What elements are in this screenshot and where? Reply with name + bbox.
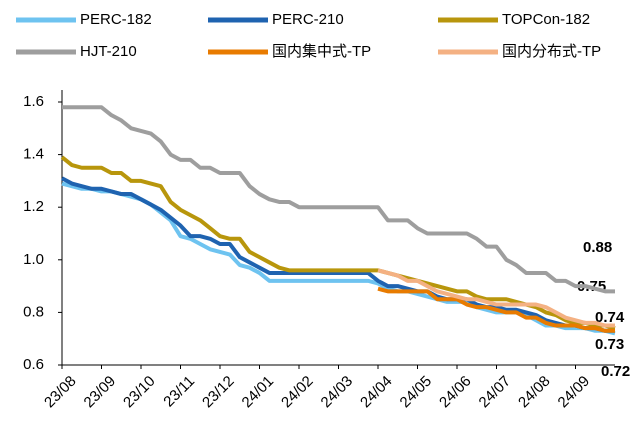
legend-label: 国内集中式-TP <box>272 43 371 60</box>
x-tick-label: 24/07 <box>476 373 515 412</box>
x-tick-label: 23/10 <box>120 373 159 412</box>
y-tick-label: 0.8 <box>23 303 44 320</box>
y-tick-label: 0.6 <box>23 356 44 373</box>
x-tick-label: 24/09 <box>555 373 594 412</box>
x-tick-label: 24/06 <box>436 373 475 412</box>
annotation: 0.88 <box>583 239 612 256</box>
x-tick-label: 24/04 <box>357 373 396 412</box>
x-tick-label: 23/08 <box>41 373 80 412</box>
x-tick-label: 23/12 <box>199 373 238 412</box>
x-tick-label: 23/09 <box>81 373 120 412</box>
y-tick-label: 1.0 <box>23 251 44 268</box>
series-line <box>61 176 615 333</box>
annotation: 0.73 <box>595 336 624 353</box>
series-line <box>377 268 615 328</box>
x-tick-label: 24/01 <box>239 373 278 412</box>
legend-label: PERC-182 <box>80 11 152 28</box>
x-tick-label: 24/03 <box>318 373 357 412</box>
legend-label: 国内分布式-TP <box>502 43 601 60</box>
x-tick-label: 23/11 <box>160 373 198 411</box>
series-line <box>62 105 615 294</box>
x-tick-label: 24/05 <box>397 373 436 412</box>
y-tick-label: 1.4 <box>23 146 44 163</box>
legend-label: HJT-210 <box>80 43 137 60</box>
x-tick-label: 24/02 <box>278 373 317 412</box>
annotation: 0.74 <box>595 309 625 326</box>
legend-label: PERC-210 <box>272 11 344 28</box>
legend-label: TOPCon-182 <box>502 11 590 28</box>
x-tick-label: 24/08 <box>515 373 554 412</box>
annotation: 0.72 <box>601 363 630 380</box>
y-tick-label: 1.6 <box>23 93 44 110</box>
series-line <box>377 286 615 333</box>
y-tick-label: 1.2 <box>23 198 44 215</box>
